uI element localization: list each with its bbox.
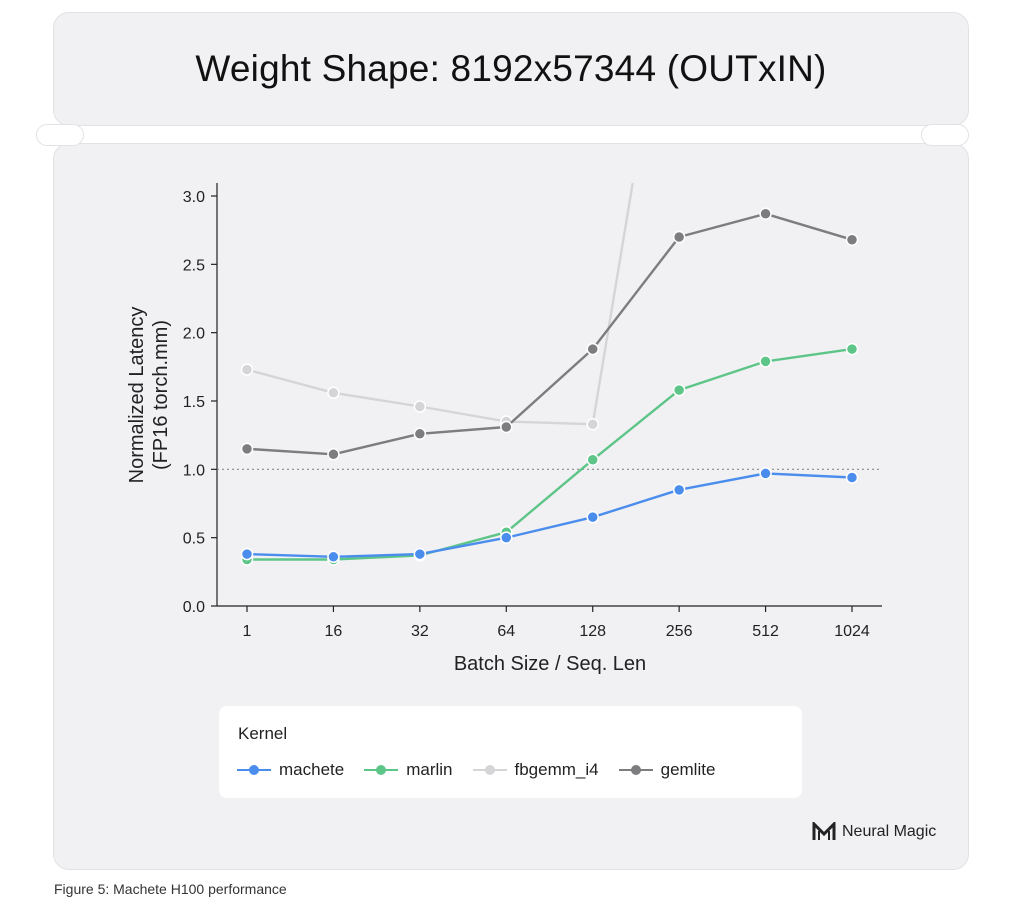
y-axis-label: Normalized Latency (FP16 torch.mm) — [126, 307, 172, 484]
data-point-gemlite — [672, 230, 686, 244]
legend-label-machete: machete — [279, 760, 345, 779]
data-point-machete — [500, 531, 513, 544]
legend-label-fbgemm-i4: fbgemm_i4 — [514, 760, 599, 779]
x-tick-label: 512 — [752, 623, 779, 640]
y-axis-label-line: Normalized Latency — [126, 307, 148, 484]
legend-item-machete: machete — [237, 760, 344, 780]
y-tick-label: 1.5 — [183, 394, 205, 411]
card-notch-right — [921, 124, 969, 146]
x-tick-label: 1024 — [834, 623, 870, 640]
data-point-gemlite — [500, 420, 513, 434]
series-line-gemlite — [246, 212, 853, 456]
y-tick-label: 0.0 — [183, 599, 205, 616]
legend-label-marlin: marlin — [406, 760, 453, 779]
legend-swatch-fbgemm-i4 — [472, 763, 507, 777]
x-tick-label: 1 — [243, 623, 252, 640]
x-tick-label: 64 — [497, 623, 515, 640]
data-point-gemlite — [327, 448, 340, 461]
data-point-fbgemm-i4 — [327, 386, 340, 400]
data-point-marlin — [759, 355, 772, 368]
data-point-gemlite — [759, 207, 772, 221]
x-tick-label: 256 — [666, 623, 693, 640]
x-tick-label: 32 — [411, 623, 429, 640]
y-tick-label: 0.5 — [183, 531, 205, 548]
card-notch-left — [36, 124, 84, 146]
series-line-fbgemm-i4 — [246, 183, 634, 426]
legend-item-gemlite: gemlite — [618, 760, 716, 780]
brand: Neural Magic — [812, 822, 936, 842]
title-card — [53, 12, 969, 126]
legend-swatch-machete — [237, 763, 271, 777]
data-point-gemlite — [845, 233, 859, 246]
legend-swatch-marlin — [364, 763, 399, 777]
y-axis-label-line: (FP16 torch.mm) — [150, 320, 172, 470]
neural-magic-logo-icon — [812, 822, 836, 840]
data-point-machete — [672, 483, 686, 497]
data-point-machete — [240, 547, 254, 561]
y-tick-label: 3.0 — [183, 189, 205, 206]
legend-item-fbgemm-i4: fbgemm_i4 — [472, 760, 599, 780]
brand-name: Neural Magic — [842, 823, 937, 840]
data-point-fbgemm-i4 — [586, 417, 599, 431]
x-axis-label: Batch Size / Seq. Len — [454, 653, 646, 675]
data-point-gemlite — [413, 427, 427, 441]
y-tick-label: 1.0 — [183, 462, 205, 479]
legend-item-marlin: marlin — [364, 760, 453, 780]
data-point-marlin — [672, 383, 686, 397]
data-point-marlin — [586, 453, 599, 467]
data-point-gemlite — [586, 342, 599, 356]
legend-label-gemlite: gemlite — [660, 760, 716, 779]
legend-title: Kernel — [238, 724, 288, 743]
series-line-marlin — [247, 347, 853, 561]
data-point-gemlite — [240, 442, 254, 456]
data-point-machete — [845, 471, 859, 484]
chart-title: Weight Shape: 8192x57344 (OUTxIN) — [195, 48, 827, 89]
data-point-machete — [413, 547, 427, 561]
legend: Kernel machete marlin fbgemm_i4 gemlite — [219, 706, 802, 798]
x-tick-label: 128 — [579, 623, 606, 640]
series-line-machete — [246, 472, 853, 558]
data-point-machete — [327, 550, 340, 564]
figure-caption: Figure 5: Machete H100 performance — [54, 881, 287, 897]
data-point-fbgemm-i4 — [413, 400, 427, 413]
data-point-fbgemm-i4 — [240, 363, 254, 376]
data-point-machete — [759, 467, 772, 480]
x-tick-label: 16 — [325, 623, 343, 640]
y-tick-label: 2.0 — [183, 326, 205, 343]
data-point-marlin — [845, 342, 859, 356]
y-tick-label: 2.5 — [183, 257, 205, 274]
data-point-machete — [586, 510, 599, 524]
legend-swatch-gemlite — [618, 763, 653, 777]
legend-items: machete marlin fbgemm_i4 gemlite — [237, 760, 735, 780]
